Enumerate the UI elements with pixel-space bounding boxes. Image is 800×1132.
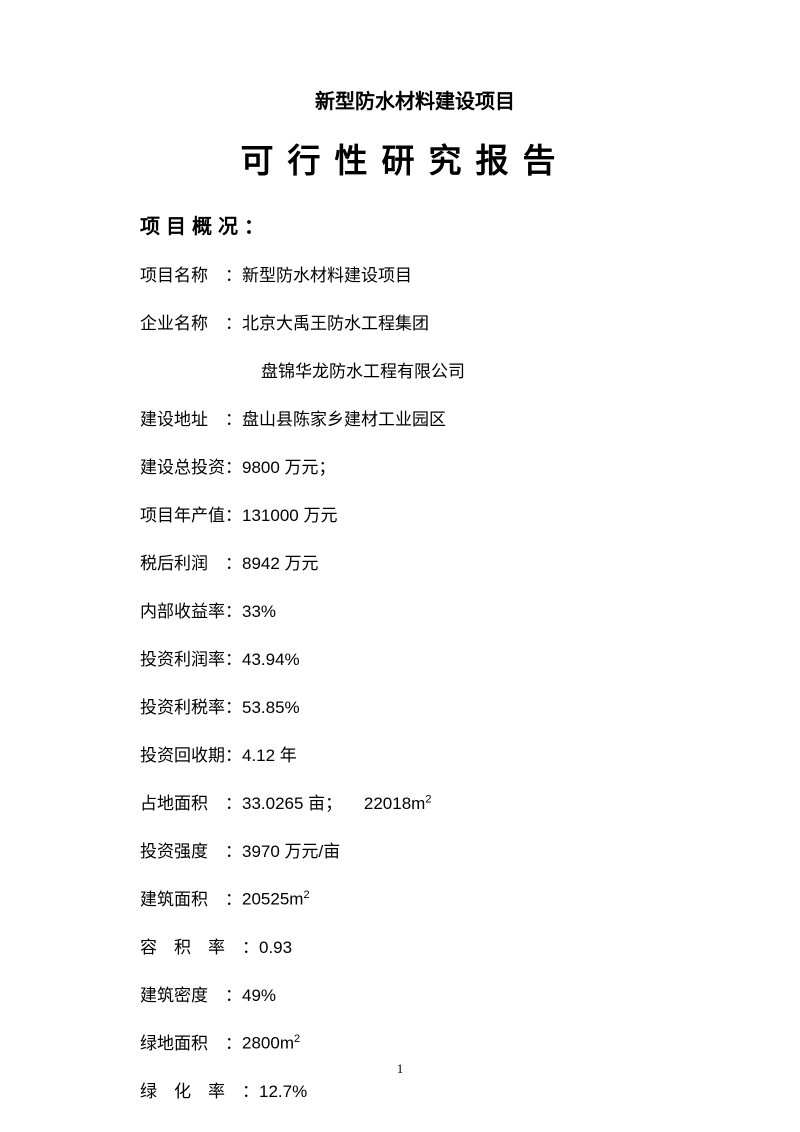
field-value: 131000 万元 bbox=[242, 501, 337, 526]
field-value: 53.85% bbox=[242, 698, 300, 718]
field-value: 4.12 年 bbox=[242, 741, 297, 766]
field-label: 建筑面积 bbox=[140, 885, 225, 910]
document-page: 新型防水材料建设项目 可行性研究报告 项目概况： 项目名称 ：新型防水材料建设项… bbox=[0, 0, 800, 1102]
field-row: 投资利税率：53.85% bbox=[140, 693, 675, 718]
field-label: 建设总投资 bbox=[140, 453, 225, 478]
field-label: 投资利税率 bbox=[140, 693, 225, 718]
field-separator: ： bbox=[225, 789, 242, 814]
superscript: 2 bbox=[303, 889, 309, 901]
field-value: 0.93 bbox=[259, 938, 292, 958]
superscript: 2 bbox=[425, 793, 431, 805]
field-separator: ： bbox=[225, 453, 242, 478]
field-label: 投资利润率 bbox=[140, 645, 225, 670]
field-separator: ： bbox=[225, 309, 242, 334]
field-row: 建筑密度 ：49% bbox=[140, 981, 675, 1006]
field-separator: ： bbox=[225, 645, 242, 670]
field-separator: ： bbox=[225, 837, 242, 862]
page-number: 1 bbox=[0, 1061, 800, 1077]
field-row: 建设地址 ：盘山县陈家乡建材工业园区 bbox=[140, 405, 675, 430]
field-separator: ： bbox=[225, 549, 242, 574]
field-separator: ： bbox=[225, 1029, 242, 1054]
field-value: 49% bbox=[242, 986, 276, 1006]
field-separator: ： bbox=[225, 261, 242, 286]
field-row: 内部收益率：33% bbox=[140, 597, 675, 622]
field-value: 2800m2 bbox=[242, 1033, 300, 1054]
field-value: 盘山县陈家乡建材工业园区 bbox=[242, 405, 446, 430]
field-label: 项目年产值 bbox=[140, 501, 225, 526]
field-value: 12.7% bbox=[259, 1082, 307, 1102]
field-value: 9800 万元； bbox=[242, 453, 336, 478]
section-heading: 项目概况： bbox=[140, 210, 675, 239]
field-value: 33% bbox=[242, 602, 276, 622]
field-separator: ： bbox=[242, 933, 259, 958]
field-row: 绿地面积 ：2800m2 bbox=[140, 1029, 675, 1054]
field-label: 项目名称 bbox=[140, 261, 225, 286]
field-label: 税后利润 bbox=[140, 549, 225, 574]
field-row: 建设总投资：9800 万元； bbox=[140, 453, 675, 478]
field-label: 绿地面积 bbox=[140, 1029, 225, 1054]
field-value: 3970 万元/亩 bbox=[242, 837, 340, 862]
field-label: 绿 化 率 bbox=[140, 1077, 242, 1102]
field-row: 绿 化 率 ：12.7% bbox=[140, 1077, 675, 1102]
field-label: 占地面积 bbox=[140, 789, 225, 814]
field-value: 20525m2 bbox=[242, 889, 310, 910]
document-title: 可行性研究报告 bbox=[135, 134, 675, 182]
field-separator: ： bbox=[225, 981, 242, 1006]
field-row: 项目年产值：131000 万元 bbox=[140, 501, 675, 526]
field-separator: ： bbox=[225, 741, 242, 766]
field-value: 33.0265 亩； 22018m2 bbox=[242, 789, 431, 814]
field-value: 43.94% bbox=[242, 650, 300, 670]
field-separator: ： bbox=[225, 693, 242, 718]
field-value: 新型防水材料建设项目 bbox=[242, 261, 412, 286]
field-separator: ： bbox=[225, 885, 242, 910]
field-row: 投资利润率：43.94% bbox=[140, 645, 675, 670]
field-separator: ： bbox=[225, 405, 242, 430]
field-separator: ： bbox=[242, 1077, 259, 1102]
superscript: 2 bbox=[294, 1033, 300, 1045]
overview-list: 项目名称 ：新型防水材料建设项目企业名称 ：北京大禹王防水工程集团盘锦华龙防水工… bbox=[155, 261, 675, 1102]
document-subtitle: 新型防水材料建设项目 bbox=[155, 85, 675, 114]
field-row: 投资强度 ：3970 万元/亩 bbox=[140, 837, 675, 862]
field-label: 投资回收期 bbox=[140, 741, 225, 766]
field-value: 北京大禹王防水工程集团 bbox=[242, 309, 429, 334]
field-separator: ： bbox=[225, 501, 242, 526]
field-row: 企业名称 ：北京大禹王防水工程集团 bbox=[140, 309, 675, 334]
field-label: 建设地址 bbox=[140, 405, 225, 430]
field-value: 8942 万元 bbox=[242, 549, 319, 574]
field-value-continuation: 盘锦华龙防水工程有限公司 bbox=[261, 357, 675, 382]
field-label: 容 积 率 bbox=[140, 933, 242, 958]
field-label: 内部收益率 bbox=[140, 597, 225, 622]
field-row: 容 积 率 ：0.93 bbox=[140, 933, 675, 958]
field-row: 建筑面积 ：20525m2 bbox=[140, 885, 675, 910]
field-row: 占地面积 ：33.0265 亩； 22018m2 bbox=[140, 789, 675, 814]
field-label: 企业名称 bbox=[140, 309, 225, 334]
field-row: 项目名称 ：新型防水材料建设项目 bbox=[140, 261, 675, 286]
field-separator: ： bbox=[225, 597, 242, 622]
field-row: 税后利润 ：8942 万元 bbox=[140, 549, 675, 574]
field-label: 投资强度 bbox=[140, 837, 225, 862]
field-label: 建筑密度 bbox=[140, 981, 225, 1006]
field-row: 投资回收期：4.12 年 bbox=[140, 741, 675, 766]
